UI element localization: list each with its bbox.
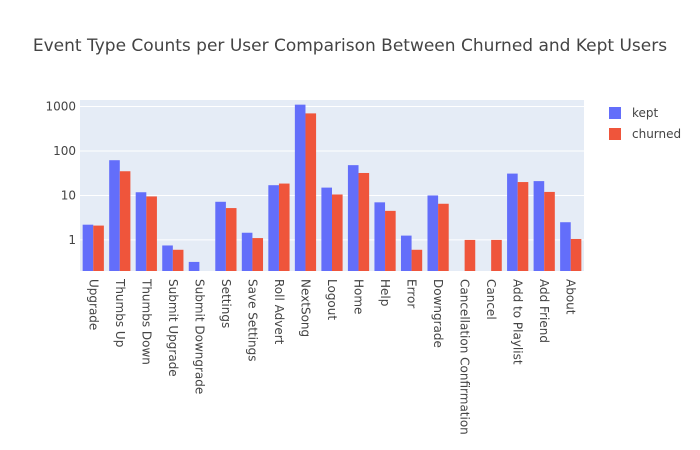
x-tick-label: Upgrade [86,279,100,330]
bars [82,104,582,272]
x-tick-label: NextSong [298,279,312,337]
bar-churned [146,196,157,271]
bar-churned [305,113,317,271]
y-tick-label: 100 [53,144,76,158]
bar-kept [321,187,332,271]
bar-churned [411,249,423,271]
x-tick-label: Add Friend [537,279,551,343]
bar-kept [533,181,545,271]
y-tick-label: 10 [61,188,76,202]
legend-swatch-kept[interactable] [609,107,621,119]
x-tick-label: Roll Advert [272,279,286,345]
bar-kept [427,195,439,271]
bar-churned [278,183,290,271]
legend[interactable]: kept churned [609,106,681,141]
x-tick-label: Downgrade [431,279,445,348]
bar-kept [560,222,571,271]
x-tick-label: Submit Upgrade [166,279,180,377]
x-tick-label: Home [352,279,366,314]
x-tick-label: Save Settings [245,279,259,362]
bar-churned [517,182,529,271]
y-axis-ticks: 1 10 100 1000 [45,99,76,246]
bar-churned [438,203,449,271]
x-tick-label: Thumbs Down [139,278,153,365]
x-tick-label: Add to Playlist [511,279,525,365]
legend-label-kept[interactable]: kept [632,106,659,120]
bar-kept [400,235,412,271]
bar-churned [93,225,104,271]
x-tick-label: Cancellation Confirmation [458,279,472,435]
bar-kept [109,160,120,271]
x-tick-label: Help [378,279,392,306]
legend-label-churned[interactable]: churned [632,127,681,141]
x-tick-label: Error [405,279,419,308]
bar-kept [294,104,306,272]
bar-kept [268,185,279,271]
x-axis-ticks: Upgrade Thumbs Up Thumbs Down Submit Upgrad… [86,278,577,435]
x-tick-label: Logout [325,279,339,320]
bar-churned [464,239,476,271]
bar-churned [570,238,582,271]
x-tick-label: Cancel [484,279,498,320]
x-tick-label: Submit Downgrade [192,279,206,394]
bar-churned [225,208,237,271]
bar-churned [172,249,184,271]
bar-kept [347,165,359,271]
bar-churned [119,171,131,271]
bar-kept [162,245,173,271]
bar-kept [135,192,147,271]
y-tick-label: 1 [68,233,76,247]
x-tick-label: About [564,279,578,315]
bar-kept [507,173,518,271]
legend-swatch-churned[interactable] [609,128,621,140]
x-tick-label: Thumbs Up [113,278,127,347]
y-tick-label: 1000 [45,99,76,113]
bar-churned [491,239,502,271]
chart-title: Event Type Counts per User Comparison Be… [33,36,667,56]
bar-kept [374,202,386,271]
bar-churned [252,238,264,271]
bar-churned [544,191,555,271]
x-tick-label: Settings [219,279,233,328]
bar-churned [332,194,343,271]
bar-kept [82,224,94,271]
bar-churned [385,210,396,271]
bar-kept [215,201,226,271]
bar-kept [188,261,200,271]
bar-kept [241,232,253,271]
bar-churned [358,172,370,271]
